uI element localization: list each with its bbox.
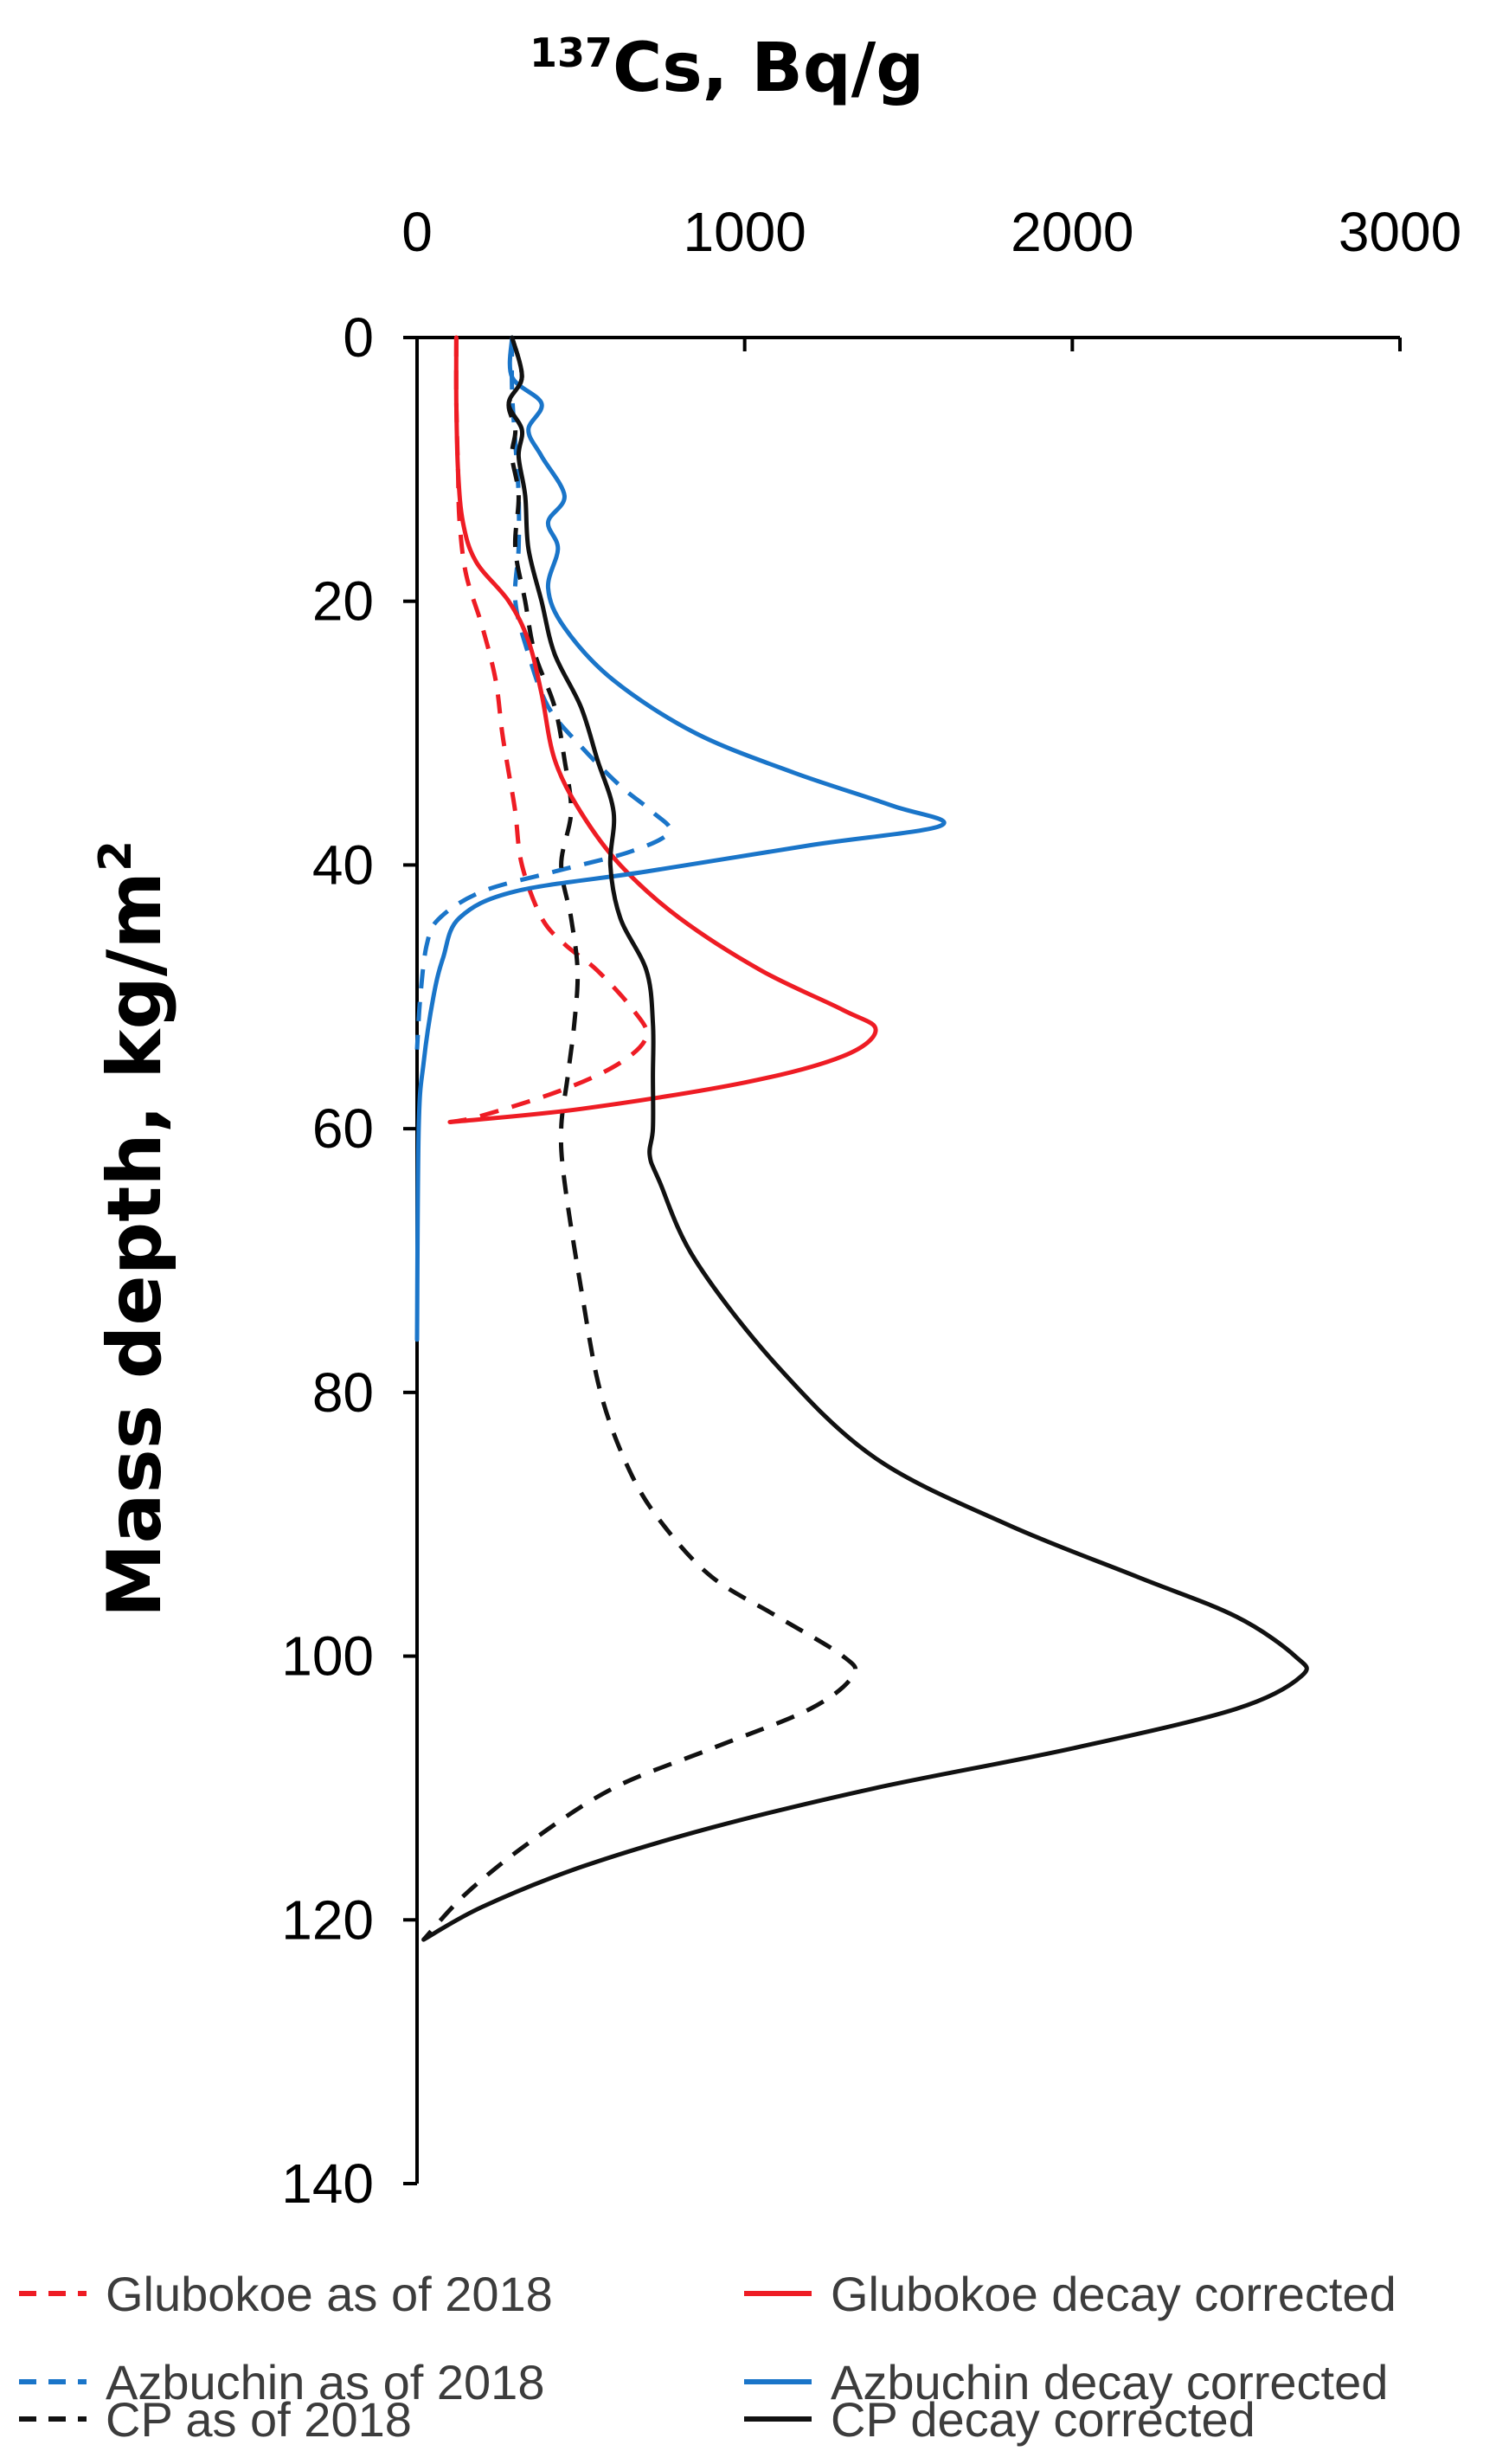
y-tick-label: 20 bbox=[312, 570, 374, 633]
legend-label: Glubokoe as of 2018 bbox=[106, 2267, 553, 2321]
legend: Glubokoe as of 2018 Glubokoe decay correc… bbox=[19, 2267, 1396, 2447]
legend-label: Glubokoe decay corrected bbox=[831, 2267, 1396, 2321]
series-line-cp-decay-corrected bbox=[421, 335, 1309, 1942]
x-tick-label: 0 bbox=[401, 201, 433, 263]
legend-item: Glubokoe decay corrected bbox=[744, 2267, 1396, 2321]
y-tick-label: 60 bbox=[312, 1097, 374, 1160]
y-tick-label: 0 bbox=[343, 306, 374, 369]
x-axis-title: 137Cs, Bq/g bbox=[530, 29, 924, 107]
series-line-glubokoe-decay-corrected bbox=[447, 335, 878, 1124]
legend-label: Azbuchin as of 2018 bbox=[106, 2355, 544, 2409]
x-tick-label: 3000 bbox=[1339, 201, 1461, 263]
legend-label: CP decay corrected bbox=[831, 2392, 1255, 2447]
axes: 0 1000 2000 3000 0 20 40 60 80 100 120 140 bbox=[281, 201, 1461, 2215]
legend-label: Azbuchin decay corrected bbox=[831, 2355, 1388, 2409]
legend-item: CP decay corrected bbox=[744, 2392, 1255, 2447]
x-tick-label: 1000 bbox=[683, 201, 806, 263]
y-tick-label: 80 bbox=[312, 1361, 374, 1424]
y-axis-title-superscript: 2 bbox=[90, 840, 142, 872]
legend-item: Azbuchin decay corrected bbox=[744, 2355, 1388, 2409]
series-line-cp-as-of-2018 bbox=[421, 337, 858, 1941]
series-layer bbox=[414, 335, 1309, 1942]
y-tick-label: 140 bbox=[281, 2152, 374, 2215]
legend-label: CP as of 2018 bbox=[106, 2392, 412, 2447]
y-axis-title-main: Mass depth, kg/m bbox=[92, 872, 178, 1618]
series-line-glubokoe-as-of-2018 bbox=[449, 337, 650, 1124]
y-tick-label: 100 bbox=[281, 1625, 374, 1688]
series-line-azbuchin-as-of-2018 bbox=[414, 337, 672, 1050]
series-line-azbuchin-decay-corrected bbox=[414, 335, 947, 1342]
x-axis-title-superscript: 137 bbox=[530, 29, 613, 76]
y-axis-title: Mass depth, kg/m2 bbox=[90, 840, 178, 1618]
y-tick-label: 40 bbox=[312, 833, 374, 896]
legend-item: CP as of 2018 bbox=[19, 2392, 412, 2447]
x-tick-label: 2000 bbox=[1011, 201, 1133, 263]
y-tick-label: 120 bbox=[281, 1888, 374, 1951]
legend-item: Azbuchin as of 2018 bbox=[19, 2355, 544, 2409]
legend-item: Glubokoe as of 2018 bbox=[19, 2267, 553, 2321]
x-axis-title-main: Cs, Bq/g bbox=[613, 29, 924, 107]
